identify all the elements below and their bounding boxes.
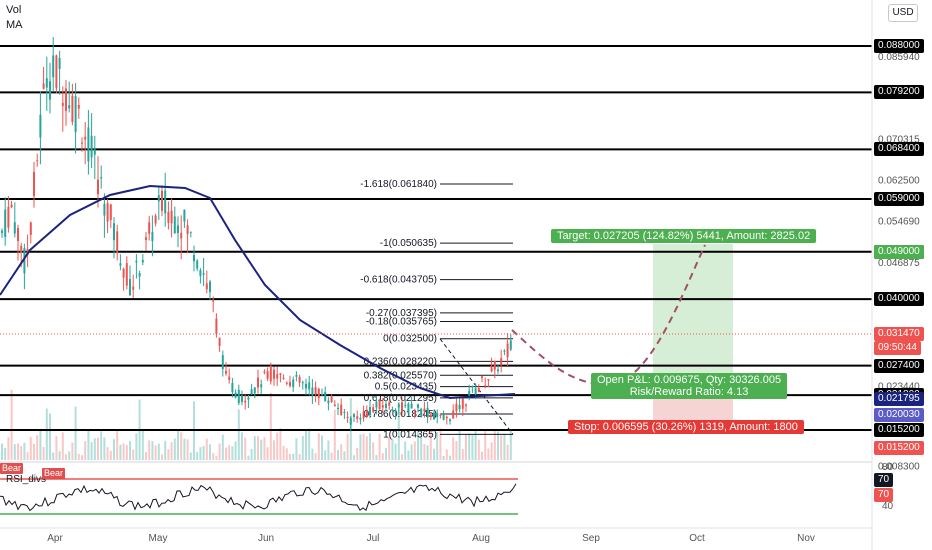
fib-level-label: 1(0.014365) bbox=[383, 429, 437, 440]
open-pnl-text: Open P&L: 0.009675, Qty: 30326.005 bbox=[597, 374, 782, 386]
level-price-tag: 0.059000 bbox=[874, 191, 924, 206]
fib-level-label: -0.618(0.043705) bbox=[360, 275, 437, 286]
moving-average-line bbox=[0, 184, 516, 400]
price-tick-label: 0.023440 bbox=[878, 382, 920, 393]
price-tick-label: 0.054690 bbox=[878, 217, 920, 228]
ma-value-tag: 0.021795 bbox=[874, 392, 924, 406]
target-price-tag: 0.049000 bbox=[874, 244, 924, 259]
level-price-tag: 0.068400 bbox=[874, 142, 924, 157]
rsi-line bbox=[0, 483, 517, 512]
rsi-bear-label-2: Bear bbox=[42, 468, 66, 479]
volume-legend[interactable]: Vol bbox=[6, 4, 22, 16]
rsi-value-tag: 70 bbox=[874, 473, 894, 487]
stop-box[interactable]: Stop: 0.006595 (30.26%) 1319, Amount: 18… bbox=[568, 420, 804, 434]
price-tick-label: 0.046875 bbox=[878, 258, 920, 269]
countdown-tag: 09:50:44 bbox=[874, 341, 921, 355]
month-label: May bbox=[149, 533, 168, 544]
stop-price-tag: 0.015200 bbox=[874, 441, 924, 455]
rsi-bear-label: Bear bbox=[0, 463, 24, 474]
month-label: Nov bbox=[797, 533, 815, 544]
rsi-scale-top: 80 bbox=[882, 462, 894, 473]
price-scale[interactable]: 0.0984500.0859400.0703150.0625000.054690… bbox=[878, 0, 920, 473]
position-zones bbox=[653, 244, 733, 430]
fib-level-label: -0.18(0.035765) bbox=[366, 317, 437, 328]
price-tick-label: 0.008300 bbox=[878, 461, 920, 472]
fib-level-label: -1.618(0.061840) bbox=[360, 179, 437, 190]
month-label: Aug bbox=[472, 533, 490, 544]
month-label: Jun bbox=[258, 533, 274, 544]
rsi-pane bbox=[0, 461, 872, 515]
rsi-level-tag: 70 bbox=[874, 488, 894, 502]
level-price-tag: 0.079200 bbox=[874, 85, 924, 100]
currency-button[interactable]: USD bbox=[888, 4, 918, 22]
target-box[interactable]: Target: 0.027205 (124.82%) 5441, Amount:… bbox=[551, 229, 817, 243]
fib-level-label: -1(0.050635) bbox=[380, 238, 437, 249]
rsi-legend[interactable]: RSI_divs bbox=[6, 474, 47, 485]
fib-level-label: 0.5(0.023435) bbox=[375, 382, 437, 393]
entry-price-tag: 0.020030 bbox=[874, 408, 924, 422]
target-zone bbox=[653, 244, 733, 380]
rsi-scale-bottom: 40 bbox=[882, 501, 894, 512]
open-pnl-box[interactable]: Open P&L: 0.009675, Qty: 30326.005 Risk/… bbox=[591, 373, 788, 399]
level-price-tag: 0.027400 bbox=[874, 358, 924, 373]
fibonacci-retracement: -1.618(0.061840) -1(0.050635) -0.618(0.043… bbox=[360, 179, 514, 440]
fib-level-label: 0.786(0.018245) bbox=[364, 409, 437, 420]
fib-trend-line bbox=[439, 338, 514, 435]
risk-reward-text: Risk/Reward Ratio: 4.13 bbox=[629, 386, 749, 398]
level-price-tag: 0.088000 bbox=[874, 39, 924, 53]
level-price-tag: 0.015200 bbox=[874, 423, 924, 437]
month-label: Sep bbox=[582, 533, 600, 544]
month-label: Oct bbox=[689, 533, 705, 544]
current-price-tag: 0.031470 bbox=[874, 327, 924, 341]
price-tick-label: 0.062500 bbox=[878, 176, 920, 187]
fib-level-label: 0.382(0.025570) bbox=[364, 370, 437, 381]
fib-level-label: 0.618(0.021295) bbox=[364, 393, 437, 404]
fib-level-label: -0.27(0.037395) bbox=[366, 308, 437, 319]
level-price-tag: 0.040000 bbox=[874, 292, 924, 307]
month-label: Apr bbox=[47, 533, 63, 544]
price-tick-label: 0.070315 bbox=[878, 134, 920, 145]
fib-level-label: 0(0.032500) bbox=[383, 334, 437, 345]
fib-level-label: 0.236(0.028220) bbox=[364, 356, 437, 367]
time-axis[interactable]: Apr May Jun Jul Aug Sep Oct Nov bbox=[47, 533, 815, 544]
price-tick-label: 0.085940 bbox=[878, 52, 920, 63]
month-label: Jul bbox=[367, 533, 380, 544]
ma-legend[interactable]: MA bbox=[6, 19, 23, 31]
